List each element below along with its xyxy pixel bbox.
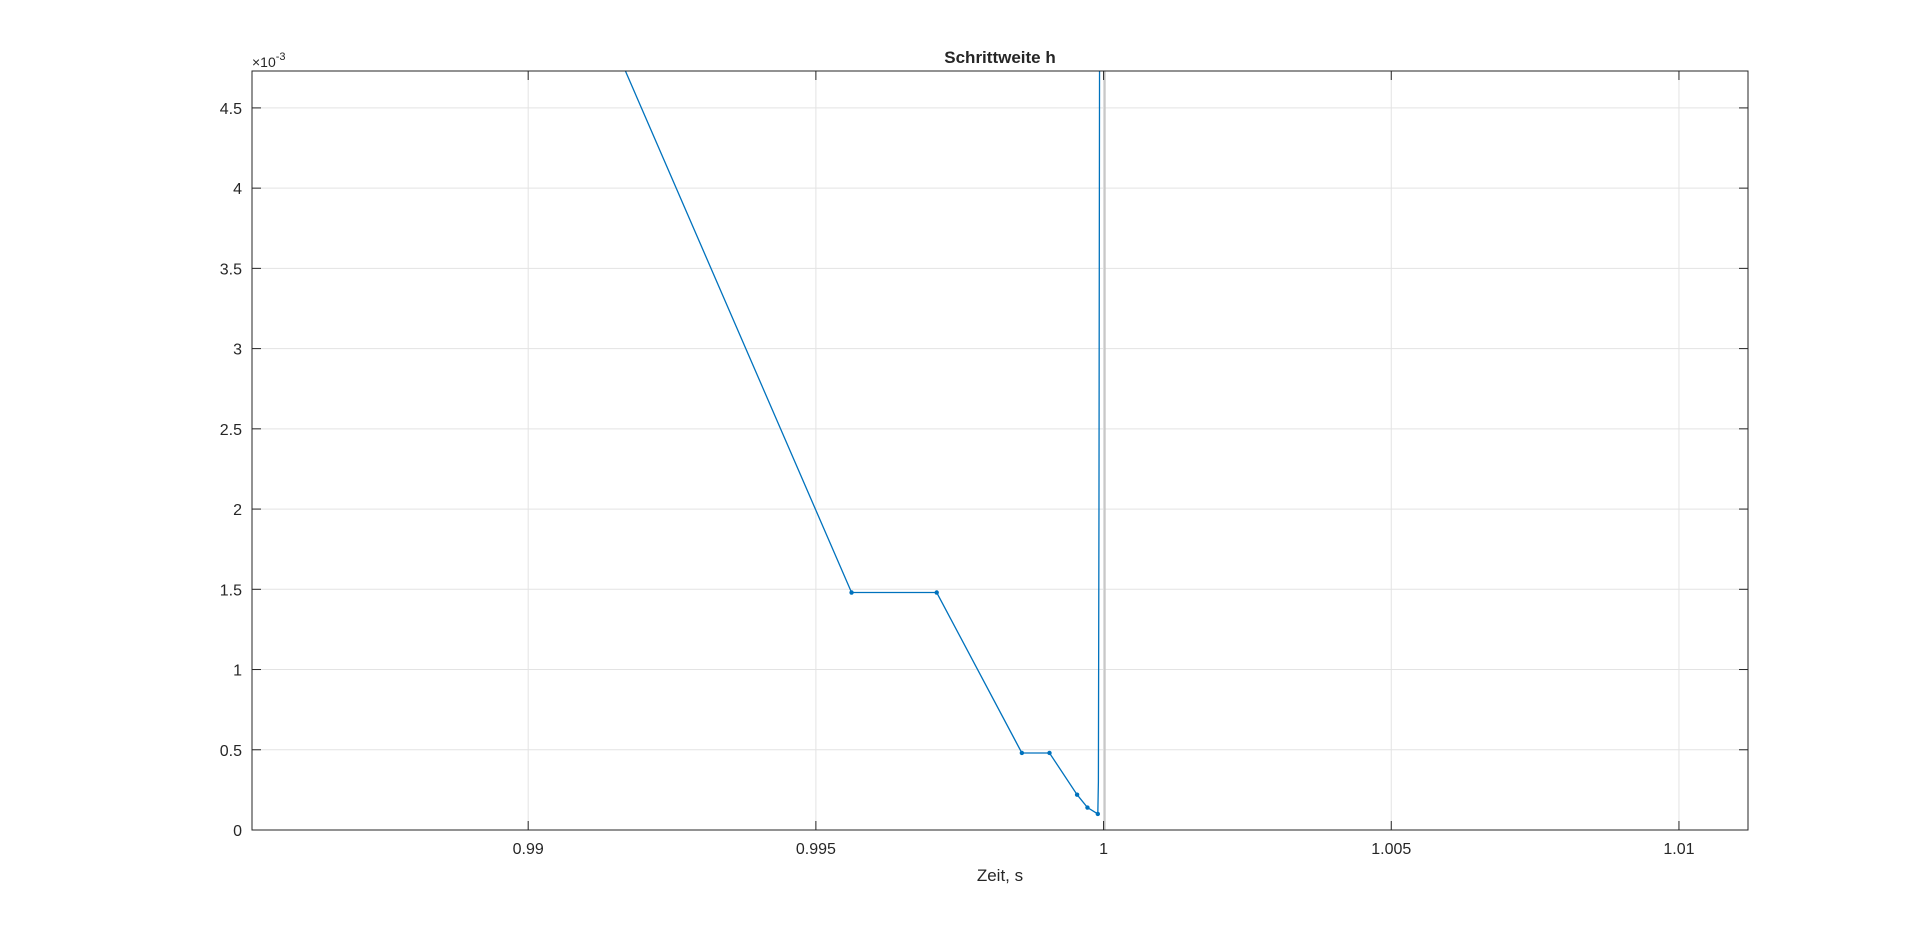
data-point (934, 590, 939, 595)
data-point (1095, 811, 1101, 817)
data-point (1047, 750, 1052, 756)
axes-box (251, 70, 1749, 831)
x-tick-label: 1.005 (1371, 841, 1411, 858)
y-tick-label: 1 (233, 663, 242, 680)
x-tick-label: 1.01 (1663, 841, 1694, 858)
grid (252, 71, 1748, 831)
x-tick-label: 1 (1099, 841, 1108, 858)
y-exponent-base: ×10 (252, 54, 276, 70)
y-tick-label: 4.5 (220, 101, 242, 118)
chart-title: Schrittweite h (944, 48, 1055, 67)
y-exponent-power: -3 (276, 51, 286, 63)
data-point (1074, 792, 1080, 797)
y-tick-label: 2 (233, 502, 242, 519)
y-tick-label: 3.5 (220, 261, 242, 278)
plot-area (624, 70, 1106, 830)
ticks: 0.99 0.995 1 1.005 1.01 0 0.5 1 1.5 2 2.5 3 3.5 4 4.5 (220, 71, 1748, 858)
x-tick-label: 0.99 (513, 841, 544, 858)
data-point (1019, 750, 1025, 756)
y-tick-label: 1.5 (220, 582, 242, 599)
y-tick-label: 3 (233, 342, 242, 359)
x-tick-label: 0.995 (796, 841, 836, 858)
y-tick-label: 0 (233, 823, 242, 840)
y-tick-label: 0.5 (220, 743, 242, 760)
y-exponent-label: ×10-3 (252, 51, 286, 70)
axes-background (252, 71, 1748, 830)
data-point (849, 590, 854, 595)
y-tick-label: 2.5 (220, 422, 242, 439)
y-tick-label: 4 (233, 181, 242, 198)
x-axis-label: Zeit, s (977, 866, 1023, 885)
data-point (1085, 805, 1090, 810)
